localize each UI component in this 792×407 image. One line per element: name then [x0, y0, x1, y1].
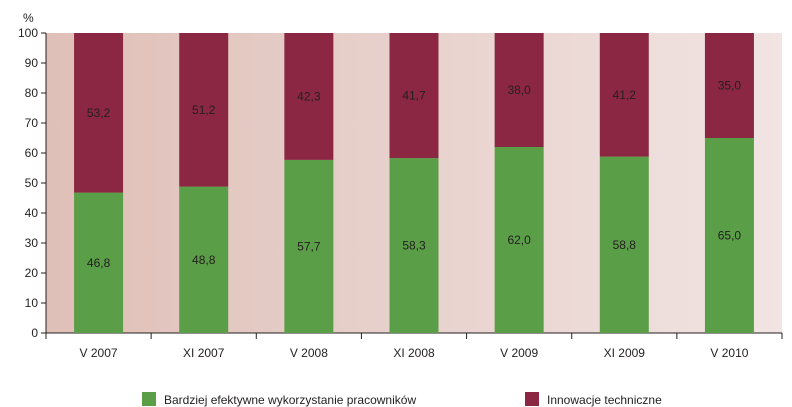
bar-segment-innowacje	[284, 33, 334, 160]
y-tick-label: 80	[25, 86, 39, 100]
bar-segment-bardziej-efektywne	[704, 138, 754, 333]
y-tick-label: 50	[25, 176, 39, 190]
bar-segment-innowacje	[599, 33, 649, 157]
bar-value-label: 53,2	[87, 106, 111, 120]
bar-value-label: 38,0	[507, 83, 531, 97]
bar-segment-bardziej-efektywne	[389, 158, 439, 333]
bars	[74, 33, 754, 333]
bar-value-label: 41,7	[402, 89, 426, 103]
bar-segment-bardziej-efektywne	[179, 186, 229, 333]
bar-value-label: 42,3	[297, 89, 321, 103]
y-tick-label: 90	[25, 56, 39, 70]
bar-value-label: 46,8	[87, 256, 111, 270]
y-tick-label: 10	[25, 296, 39, 310]
y-tick-label: 60	[25, 146, 39, 160]
legend: Bardziej efektywne wykorzystanie pracown…	[142, 392, 662, 407]
bar-segment-innowacje	[74, 33, 124, 193]
x-tick-label: XI 2008	[393, 346, 435, 360]
bar-segment-bardziej-efektywne	[74, 192, 124, 333]
x-tick-label: XI 2009	[604, 346, 646, 360]
x-tick-label: V 2007	[80, 346, 118, 360]
x-tick-label: V 2010	[710, 346, 748, 360]
x-tick-label: V 2009	[500, 346, 538, 360]
bar-value-label: 48,8	[192, 253, 216, 267]
bar-segment-innowacje	[179, 33, 229, 187]
bar-segment-bardziej-efektywne	[494, 147, 544, 333]
x-tick-label: V 2008	[290, 346, 328, 360]
bar-segment-innowacje	[704, 33, 754, 138]
x-tick-label: XI 2007	[183, 346, 225, 360]
y-tick-label: 40	[25, 206, 39, 220]
bar-value-label: 65,0	[718, 229, 742, 243]
bar-value-label: 35,0	[718, 79, 742, 93]
bar-segment-innowacje	[389, 33, 439, 159]
legend-swatch	[525, 392, 539, 406]
bar-value-label: 62,0	[507, 233, 531, 247]
y-tick-label: 70	[25, 116, 39, 130]
bar-value-label: 58,8	[613, 238, 637, 252]
y-tick-label: 100	[18, 26, 38, 40]
bar-labels: 46,8 53,2 48,8 51,2 57,7 42,3 58,3 41,7 62,0 38,0…	[87, 79, 742, 270]
y-tick-label: 20	[25, 266, 39, 280]
bar-value-label: 57,7	[297, 239, 321, 253]
x-axis: V 2007 XI 2007 V 2008 XI 2008 V 2009 XI 2009 V…	[45, 332, 783, 360]
bar-segment-innowacje	[494, 33, 544, 147]
y-axis: 0 10 20 30 40 50 60 70 80 90 100	[18, 26, 47, 340]
legend-label: Innowacje techniczne	[547, 393, 662, 407]
bar-value-label: 51,2	[192, 103, 216, 117]
bar-value-label: 58,3	[402, 239, 426, 253]
y-tick-label: 30	[25, 236, 39, 250]
y-tick-label: 0	[31, 326, 38, 340]
bar-segment-bardziej-efektywne	[284, 159, 334, 333]
y-axis-unit-label: %	[23, 11, 34, 25]
bar-segment-bardziej-efektywne	[599, 156, 649, 333]
legend-label: Bardziej efektywne wykorzystanie pracown…	[164, 393, 416, 407]
legend-swatch	[142, 392, 156, 406]
bar-value-label: 41,2	[613, 88, 637, 102]
